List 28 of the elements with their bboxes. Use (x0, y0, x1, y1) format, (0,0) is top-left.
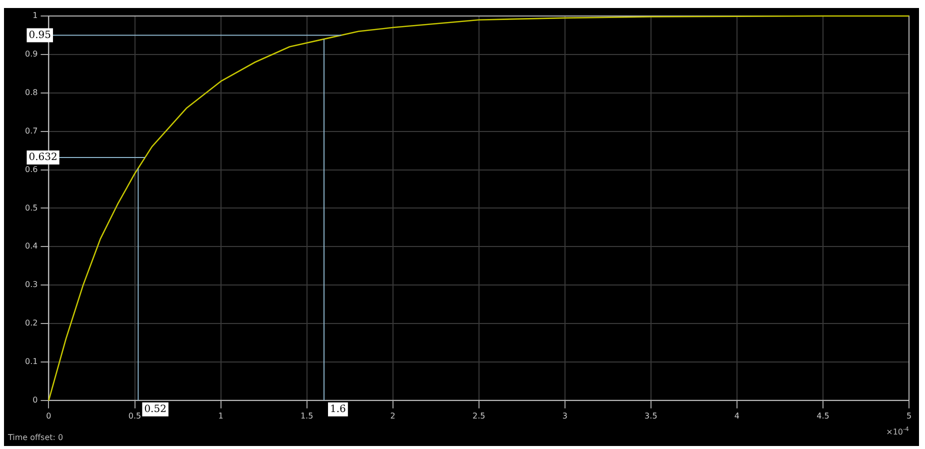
x-tick-label: 0.5 (128, 411, 142, 420)
y-tick-label: 0.1 (24, 357, 38, 366)
y-tick-label: 0.5 (24, 203, 38, 212)
y-tick-label: 0.3 (24, 280, 38, 290)
y-tick-label: 0 (32, 395, 38, 404)
y-tick-label: 0.6 (24, 164, 38, 174)
ref-line-label: 0.632 (28, 152, 58, 164)
x-tick-label: 4.5 (816, 411, 830, 420)
x-tick-label: 5 (906, 411, 912, 420)
text: Time offset: 0 (8, 433, 64, 442)
text: ×10$^{-4}$ (886, 426, 909, 437)
y-tick-label: 0.7 (24, 126, 38, 136)
x-tick-label: 2.5 (472, 411, 486, 420)
x-tick-label: 4 (734, 411, 740, 420)
y-tick-label: 0.8 (24, 88, 38, 97)
ref-line-label: 1.6 (330, 404, 346, 415)
x-tick-label: 2 (390, 411, 396, 420)
x-tick-label: 0 (46, 411, 52, 420)
x-tick-label: 1 (218, 411, 224, 420)
x-tick-label: 1.5 (300, 411, 314, 420)
y-tick-label: 0.9 (24, 50, 38, 59)
y-tick-label: 0.4 (24, 242, 38, 251)
y-tick-label: 1 (32, 11, 38, 20)
x-tick-label: 3 (562, 411, 568, 420)
ref-line-label: 0.52 (144, 404, 166, 415)
y-tick-label: 0.2 (24, 318, 38, 328)
x-tick-label: 3.5 (644, 411, 658, 420)
ref-line-label: 0.95 (28, 30, 51, 41)
